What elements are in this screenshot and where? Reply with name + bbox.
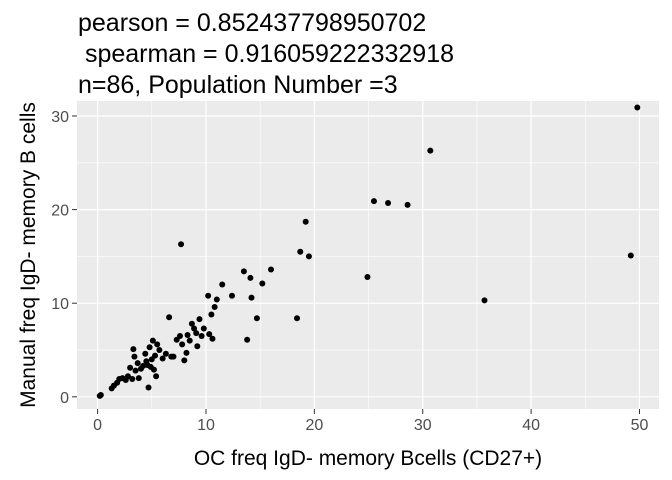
x-axis: 0 10 20 30 40 50 xyxy=(93,409,648,434)
data-point xyxy=(268,266,274,273)
title-line-spearman: spearman = 0.916059222332918 xyxy=(78,40,455,68)
x-tick-label: 30 xyxy=(414,417,432,434)
data-point xyxy=(208,311,215,318)
data-point xyxy=(154,341,161,348)
data-point xyxy=(247,274,254,281)
data-point xyxy=(634,104,641,111)
data-point xyxy=(131,353,138,360)
data-point xyxy=(305,253,312,260)
data-point xyxy=(184,332,191,339)
y-tick-label: 0 xyxy=(60,390,69,407)
data-point xyxy=(196,316,203,323)
data-point xyxy=(127,364,134,371)
data-point xyxy=(244,336,251,343)
data-point xyxy=(149,337,156,344)
data-point xyxy=(129,376,136,383)
data-point xyxy=(370,198,377,205)
data-point xyxy=(170,353,177,360)
x-tick-label: 50 xyxy=(631,417,649,434)
data-point xyxy=(176,332,183,339)
data-point xyxy=(130,346,137,353)
data-point xyxy=(181,357,188,364)
data-point xyxy=(248,294,255,301)
data-point xyxy=(206,331,213,338)
chart-title: pearson = 0.852437798950702 spearman = 0… xyxy=(78,8,454,101)
data-point xyxy=(297,248,304,255)
minor-gridlines xyxy=(77,101,659,409)
x-tick-label: 0 xyxy=(93,417,102,434)
data-point xyxy=(294,315,301,322)
y-tick-label: 30 xyxy=(51,109,69,126)
data-point xyxy=(404,201,411,208)
data-point xyxy=(481,297,488,304)
y-tick-label: 10 xyxy=(51,296,69,313)
data-point xyxy=(219,281,226,288)
title-line-pearson: pearson = 0.852437798950702 xyxy=(78,9,427,37)
data-point xyxy=(427,147,434,154)
data-point xyxy=(150,366,157,373)
y-axis: 0 10 20 30 xyxy=(51,109,77,407)
x-tick-label: 20 xyxy=(305,417,323,434)
data-points xyxy=(96,104,641,399)
x-tick-label: 40 xyxy=(522,417,540,434)
data-point xyxy=(162,350,169,357)
x-axis-title: OC freq IgD- memory Bcells (CD27+) xyxy=(194,447,542,470)
data-point xyxy=(186,337,193,344)
plot-panel xyxy=(77,101,659,409)
data-point xyxy=(259,280,266,287)
data-point xyxy=(253,315,260,322)
data-point xyxy=(178,241,185,248)
y-tick-label: 20 xyxy=(51,203,69,220)
data-point xyxy=(240,268,247,275)
data-point xyxy=(97,391,104,398)
data-point xyxy=(132,367,139,374)
data-point xyxy=(205,292,212,299)
data-point xyxy=(193,330,200,337)
data-point xyxy=(385,200,392,207)
data-point xyxy=(135,375,142,382)
data-point xyxy=(179,341,186,348)
data-point xyxy=(302,218,309,225)
x-tick-label: 10 xyxy=(197,417,215,434)
data-point xyxy=(211,303,218,310)
y-axis-title: Manual freq IgD- memory B cells xyxy=(17,102,40,408)
data-point xyxy=(166,314,173,321)
data-point xyxy=(152,352,159,359)
data-point xyxy=(194,343,201,350)
data-point xyxy=(198,332,205,339)
data-point xyxy=(134,360,141,367)
data-point xyxy=(191,325,198,332)
data-point xyxy=(364,274,371,280)
data-point xyxy=(145,384,152,391)
data-point xyxy=(188,320,195,327)
data-point xyxy=(228,292,235,299)
data-point xyxy=(627,252,634,259)
data-point xyxy=(200,325,207,332)
data-point xyxy=(209,335,216,342)
data-point xyxy=(183,349,190,356)
major-gridlines xyxy=(77,101,659,409)
data-point xyxy=(146,344,153,351)
data-point xyxy=(153,373,160,380)
data-point xyxy=(124,373,131,380)
title-line-n: n=86, Population Number =3 xyxy=(78,71,398,99)
data-point xyxy=(213,296,220,303)
data-point xyxy=(159,355,166,362)
data-point xyxy=(156,347,163,354)
data-point xyxy=(142,350,149,357)
